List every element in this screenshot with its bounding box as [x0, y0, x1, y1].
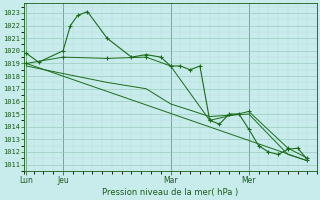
X-axis label: Pression niveau de la mer( hPa ): Pression niveau de la mer( hPa )	[102, 188, 239, 197]
